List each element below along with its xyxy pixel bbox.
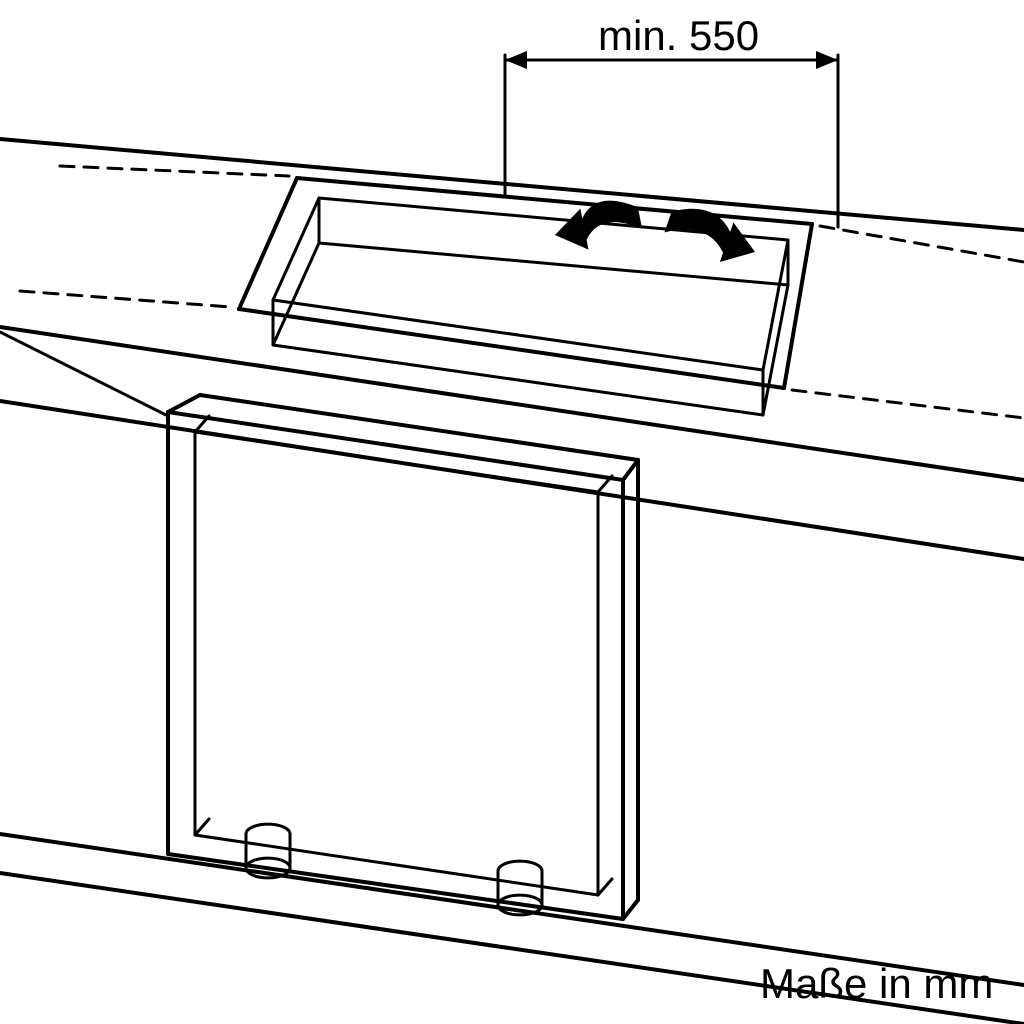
dimension-label: min. 550 xyxy=(598,12,759,59)
units-caption: Maße in mm xyxy=(760,960,993,1007)
installation-diagram: min. 550 Maße in mm xyxy=(0,0,1024,1024)
